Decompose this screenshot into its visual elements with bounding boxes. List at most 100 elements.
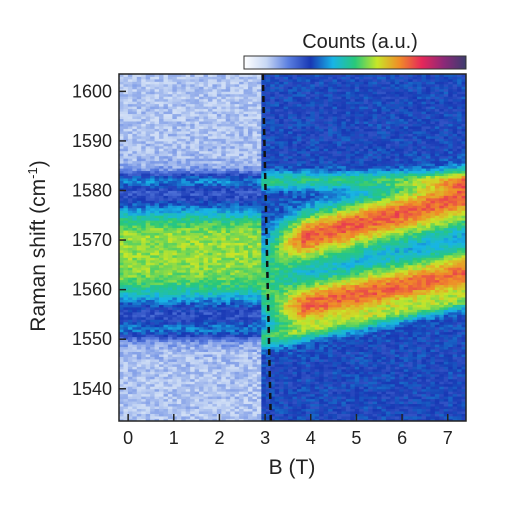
heatmap-cell — [270, 113, 276, 117]
heatmap-cell — [150, 356, 155, 360]
heatmap-cell — [270, 354, 276, 357]
heatmap-cell — [167, 304, 173, 308]
heatmap-cell — [243, 279, 249, 283]
heatmap-cell — [172, 349, 178, 352]
heatmap-cell — [167, 148, 173, 152]
heatmap-cell — [119, 200, 124, 204]
heatmap-cell — [167, 376, 173, 380]
heatmap-cell — [176, 304, 182, 308]
heatmap-cell — [136, 103, 142, 107]
heatmap-cell — [132, 309, 138, 313]
heatmap-cell — [207, 220, 213, 224]
heatmap-cell — [127, 304, 133, 308]
heatmap-cell — [225, 116, 231, 120]
heatmap-cell — [159, 235, 164, 238]
heatmap-cell — [190, 311, 196, 315]
heatmap-cell — [163, 297, 169, 300]
heatmap-cell — [239, 245, 244, 248]
heatmap-cell — [265, 217, 271, 221]
heatmap-cell — [256, 316, 262, 320]
heatmap-cell — [190, 93, 196, 97]
heatmap-cell — [199, 240, 204, 243]
heatmap-cell — [185, 366, 191, 370]
heatmap-cell — [185, 160, 191, 164]
heatmap-cell — [190, 257, 196, 261]
heatmap-cell — [252, 269, 258, 273]
heatmap-cell — [159, 175, 164, 179]
heatmap-cell — [261, 202, 267, 206]
heatmap-cell — [225, 121, 231, 124]
heatmap-cell — [212, 116, 218, 120]
heatmap-cell — [176, 91, 182, 95]
heatmap-cell — [261, 183, 267, 186]
heatmap-cell — [172, 101, 178, 105]
heatmap-cell — [207, 381, 213, 385]
heatmap-cell — [119, 245, 124, 248]
heatmap-cell — [132, 356, 138, 360]
heatmap-cell — [252, 383, 258, 387]
heatmap-cell — [239, 197, 244, 201]
heatmap-cell — [150, 98, 155, 102]
heatmap-cell — [207, 292, 213, 295]
heatmap-cell — [150, 74, 155, 77]
heatmap-cell — [194, 150, 200, 154]
heatmap-cell — [159, 329, 164, 333]
heatmap-cell — [119, 309, 124, 313]
heatmap-cell — [274, 284, 280, 288]
heatmap-cell — [216, 284, 222, 288]
heatmap-cell — [185, 113, 191, 117]
heatmap-cell — [252, 413, 258, 417]
heatmap-cell — [265, 210, 271, 214]
heatmap-cell — [252, 351, 258, 355]
heatmap-cell — [225, 183, 231, 186]
heatmap-cell — [248, 173, 253, 177]
heatmap-cell — [163, 262, 169, 266]
heatmap-cell — [123, 235, 129, 238]
heatmap-cell — [123, 294, 129, 298]
heatmap-cell — [136, 304, 142, 308]
heatmap-cell — [221, 188, 227, 191]
heatmap-cell — [230, 272, 236, 276]
heatmap-cell — [248, 314, 253, 318]
heatmap-cell — [230, 321, 236, 325]
heatmap-cell — [207, 311, 213, 315]
heatmap-cell — [261, 321, 267, 325]
heatmap-cell — [190, 289, 196, 293]
heatmap-cell — [252, 121, 258, 124]
heatmap-cell — [132, 106, 138, 110]
heatmap-cell — [190, 78, 196, 82]
heatmap-cell — [167, 416, 173, 419]
heatmap-cell — [248, 215, 253, 219]
heatmap-cell — [194, 373, 200, 377]
heatmap-cell — [154, 351, 160, 355]
heatmap-cell — [239, 138, 244, 142]
heatmap-cell — [119, 386, 124, 390]
heatmap-cell — [265, 180, 271, 184]
heatmap-cell — [252, 299, 258, 303]
heatmap-cell — [194, 366, 200, 370]
heatmap-cell — [172, 396, 178, 400]
heatmap-cell — [212, 138, 218, 142]
heatmap-cell — [216, 311, 222, 315]
heatmap-cell — [136, 148, 142, 152]
heatmap-cell — [136, 86, 142, 90]
heatmap-cell — [248, 76, 253, 80]
heatmap-cell — [176, 180, 182, 184]
heatmap-cell — [190, 363, 196, 367]
heatmap-cell — [172, 135, 178, 139]
heatmap-cell — [256, 235, 262, 238]
heatmap-cell — [203, 78, 209, 82]
heatmap-cell — [141, 329, 147, 333]
heatmap-cell — [243, 175, 249, 179]
heatmap-cell — [252, 321, 258, 325]
heatmap-cell — [203, 133, 209, 137]
heatmap-cell — [141, 411, 147, 414]
heatmap-cell — [243, 245, 249, 248]
heatmap-cell — [132, 314, 138, 318]
heatmap-cell — [123, 257, 129, 261]
heatmap-cell — [145, 170, 151, 174]
heatmap-cell — [176, 140, 182, 144]
heatmap-cell — [212, 98, 218, 102]
heatmap-cell — [203, 326, 209, 330]
heatmap-cell — [243, 197, 249, 201]
